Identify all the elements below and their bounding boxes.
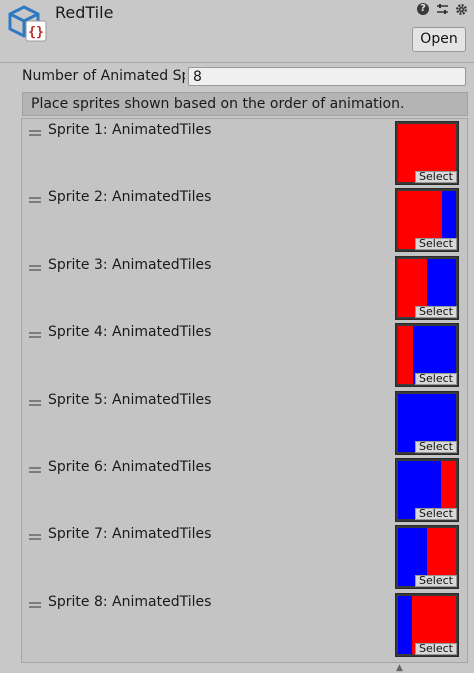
inspector-header: {} RedTile ? Open: [0, 0, 474, 62]
select-button[interactable]: Select: [415, 642, 457, 655]
sprite-label: Sprite 7: AnimatedTiles: [48, 526, 212, 543]
select-button[interactable]: Select: [415, 508, 457, 520]
help-icon[interactable]: ?: [416, 2, 430, 16]
sprite-blue-area: [398, 595, 412, 654]
resize-handle[interactable]: ▲: [396, 663, 403, 673]
drag-handle-icon[interactable]: [29, 197, 41, 204]
sprite-label: Sprite 8: AnimatedTiles: [48, 593, 212, 610]
drag-handle-icon[interactable]: [29, 130, 41, 136]
sprite-row: Sprite 7: AnimatedTiles Select: [22, 523, 467, 590]
select-button[interactable]: Select: [415, 440, 457, 453]
sprite-object-field[interactable]: Select: [395, 255, 459, 320]
sprite-object-field[interactable]: Select: [395, 458, 459, 522]
help-box: Place sprites shown based on the order o…: [22, 92, 468, 116]
scriptable-asset-icon: {}: [8, 5, 47, 42]
drag-handle-icon[interactable]: [29, 332, 41, 339]
sprite-object-field[interactable]: Select: [395, 188, 459, 253]
sprite-label: Sprite 3: AnimatedTiles: [48, 256, 212, 273]
select-button[interactable]: Select: [415, 305, 457, 318]
sprite-object-field[interactable]: Select: [395, 592, 459, 657]
sprite-list: Sprite 1: AnimatedTiles Select Sprite 2: A…: [21, 118, 468, 663]
sprite-row: Sprite 4: AnimatedTiles Select: [22, 321, 467, 388]
select-button[interactable]: Select: [415, 171, 457, 183]
sprite-blue-area: [442, 191, 456, 250]
sprite-row: Sprite 5: AnimatedTiles Select: [22, 389, 467, 456]
sprite-object-field[interactable]: Select: [395, 323, 459, 388]
sprite-red-area: [398, 326, 413, 385]
sprite-label: Sprite 5: AnimatedTiles: [48, 391, 212, 408]
sprite-row: Sprite 1: AnimatedTiles Select: [22, 119, 467, 186]
drag-handle-icon[interactable]: [29, 467, 41, 473]
drag-handle-icon[interactable]: [29, 399, 41, 406]
sliders-icon[interactable]: [435, 2, 449, 16]
number-of-sprites-field[interactable]: 8: [188, 67, 466, 86]
drag-handle-icon[interactable]: [29, 534, 41, 541]
drag-handle-icon[interactable]: [29, 601, 41, 608]
sprite-label: Sprite 1: AnimatedTiles: [48, 122, 212, 138]
svg-text:{}: {}: [28, 25, 44, 40]
sprite-label: Sprite 6: AnimatedTiles: [48, 459, 212, 475]
sprite-label: Sprite 2: AnimatedTiles: [48, 189, 212, 206]
number-of-sprites-label: Number of Animated Sprites: [22, 68, 185, 84]
open-button[interactable]: Open: [412, 27, 466, 52]
sprite-row: Sprite 6: AnimatedTiles Select: [22, 456, 467, 523]
select-button[interactable]: Select: [415, 238, 457, 251]
asset-title: RedTile: [55, 3, 114, 22]
sprite-object-field[interactable]: Select: [395, 390, 459, 455]
gear-icon[interactable]: [454, 2, 468, 16]
number-of-sprites-row: Number of Animated Sprites 8: [22, 67, 468, 87]
sprite-row: Sprite 3: AnimatedTiles Select: [22, 254, 467, 321]
select-button[interactable]: Select: [415, 575, 457, 588]
select-button[interactable]: Select: [415, 373, 457, 386]
sprite-object-field[interactable]: Select: [395, 121, 459, 185]
header-divider: [0, 62, 474, 63]
drag-handle-icon[interactable]: [29, 264, 41, 271]
sprite-row: Sprite 2: AnimatedTiles Select: [22, 186, 467, 253]
sprite-object-field[interactable]: Select: [395, 525, 459, 590]
sprite-red-area: [441, 461, 456, 519]
sprite-label: Sprite 4: AnimatedTiles: [48, 324, 212, 341]
sprite-row: Sprite 8: AnimatedTiles Select: [22, 591, 467, 658]
